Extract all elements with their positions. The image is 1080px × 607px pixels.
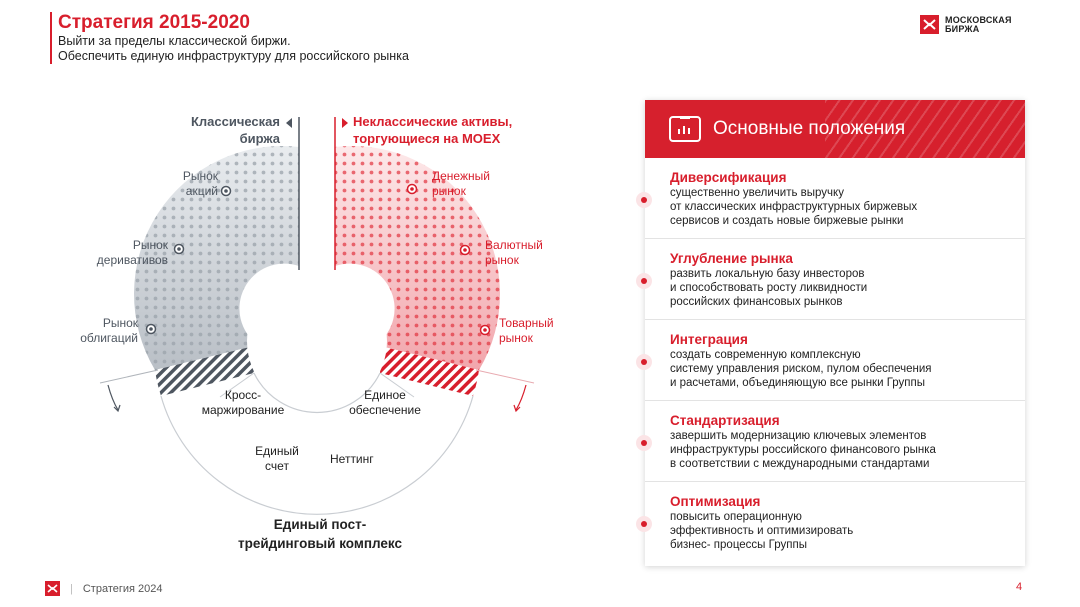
unified-collateral-label: Единое обеспечение bbox=[349, 388, 421, 417]
netting-label: Неттинг bbox=[330, 452, 374, 466]
provision-title: Диверсификация bbox=[670, 170, 787, 185]
key-provisions-card: Основные положения Диверсификация сущест… bbox=[636, 100, 1025, 566]
moex-footer-logo-icon bbox=[45, 581, 60, 596]
page-title: Стратегия 2015-2020 bbox=[58, 12, 250, 33]
moex-logo-icon bbox=[920, 15, 939, 34]
market-label-fx: Валютный рынок bbox=[485, 238, 543, 267]
provision-title: Интеграция bbox=[670, 332, 748, 347]
subtitle-line-2: Обеспечить единую инфраструктуру для рос… bbox=[58, 49, 409, 63]
bullet-icon bbox=[636, 516, 652, 532]
market-label-money: Денежный рынок bbox=[432, 169, 490, 198]
market-label-commodity: Товарный рынок bbox=[499, 316, 554, 345]
provision-item: Оптимизация повысить операционную эффект… bbox=[636, 482, 1025, 563]
slide-footer: | Стратегия 2024 bbox=[45, 581, 163, 596]
provision-text: завершить модернизацию ключевых элементо… bbox=[670, 430, 936, 470]
market-label-derivatives: Рынок деривативов bbox=[96, 238, 168, 267]
provision-item: Стандартизация завершить модернизацию кл… bbox=[636, 401, 1025, 482]
provision-title: Стандартизация bbox=[670, 413, 780, 428]
bullet-icon bbox=[636, 192, 652, 208]
page-number: 4 bbox=[1016, 581, 1023, 593]
bullet-icon bbox=[636, 273, 652, 289]
strategy-diagram: Классическая биржа Неклассические активы… bbox=[70, 105, 590, 565]
ring-diagram bbox=[99, 115, 535, 515]
provision-title: Оптимизация bbox=[670, 494, 761, 509]
provision-item: Диверсификация существенно увеличить выр… bbox=[636, 158, 1025, 239]
provision-item: Интеграция создать современную комплексн… bbox=[636, 320, 1025, 401]
market-label-stocks: Рынок акций bbox=[182, 169, 218, 198]
post-trading-complex-label: Единый пост- трейдинговый комплекс bbox=[237, 517, 403, 551]
nonclassic-assets-heading: Неклассические активы, торгующиеся на MO… bbox=[353, 114, 513, 146]
card-header: Основные положения bbox=[645, 100, 1025, 158]
unified-account-label: Единый счет bbox=[255, 444, 299, 473]
footer-text: Стратегия 2024 bbox=[82, 582, 163, 595]
slide-header: Стратегия 2015-2020 Выйти за пределы кла… bbox=[50, 12, 409, 64]
moex-logo-text: МОСКОВСКАЯ БИРЖА bbox=[945, 14, 1012, 34]
briefcase-chart-icon bbox=[669, 116, 701, 142]
market-label-bonds: Рынок облигаций bbox=[80, 316, 138, 345]
provision-item: Углубление рынка развить локальную базу … bbox=[636, 239, 1025, 320]
cross-margining-label: Кросс- маржирование bbox=[201, 388, 285, 417]
provision-text: повысить операционную эффективность и оп… bbox=[670, 511, 854, 551]
bullet-icon bbox=[636, 435, 652, 451]
card-title: Основные положения bbox=[713, 118, 906, 139]
provision-text: создать современную комплексную систему … bbox=[670, 349, 932, 389]
moex-logo: МОСКОВСКАЯ БИРЖА bbox=[920, 15, 1015, 34]
provision-text: существенно увеличить выручку от классич… bbox=[670, 187, 918, 227]
subtitle-line-1: Выйти за пределы классической биржи. bbox=[58, 34, 291, 48]
classic-exchange-heading: Классическая биржа bbox=[190, 114, 280, 146]
provision-title: Углубление рынка bbox=[670, 251, 793, 266]
provision-text: развить локальную базу инвесторов и спос… bbox=[670, 268, 868, 308]
bullet-icon bbox=[636, 354, 652, 370]
